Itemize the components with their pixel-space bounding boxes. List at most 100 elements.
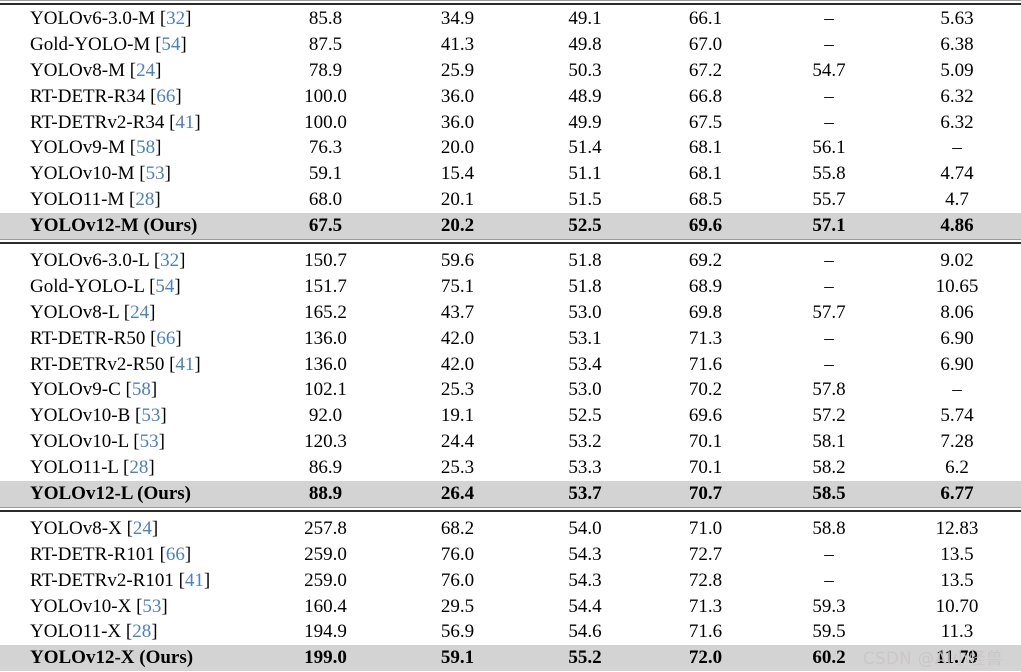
value-cell: 5.09 (940, 59, 974, 81)
citation-link[interactable]: 58 (136, 137, 156, 159)
model-name: YOLO11-X (30, 621, 122, 643)
model-name-cell: YOLOv10-L [53] (0, 431, 260, 453)
value-cell: 54.4 (568, 595, 602, 617)
citation-bracket-open: [ (123, 457, 130, 479)
model-name: YOLOv10-B (30, 405, 131, 427)
model-name-cell: Gold-YOLO-M [54] (0, 34, 260, 56)
rule-light-line (0, 0, 1021, 1)
citation-bracket-open: [ (129, 137, 137, 159)
citation-bracket-open: [ (125, 379, 132, 401)
value-cell: 76.0 (440, 569, 475, 591)
citation-link[interactable]: 28 (132, 621, 152, 643)
value-cell: 34.9 (440, 7, 475, 29)
value-cell: 151.7 (304, 275, 347, 297)
value-cell: 194.9 (304, 621, 347, 643)
value-cell: 12.83 (935, 517, 979, 539)
model-name: YOLOv12-X (Ours) (30, 647, 194, 669)
citation-link[interactable]: 41 (175, 111, 195, 133)
value-cell: 102.1 (304, 379, 347, 401)
citation-bracket-close: ] (158, 431, 165, 453)
value-cell: 85.8 (308, 7, 343, 29)
model-name: YOLOv8-X (30, 517, 122, 539)
model-name-cell: YOLOv12-X (Ours) (0, 647, 260, 669)
rule-dark-line (0, 3, 1021, 5)
value-cell: 4.86 (940, 215, 974, 237)
value-cell: 6.77 (940, 482, 974, 504)
table-row: YOLOv12-L (Ours) 88.9 26.4 53.7 70.7 58.5 6.77 (0, 481, 1021, 507)
value-cell: 54.7 (812, 59, 846, 81)
model-name: YOLOv9-M (30, 137, 125, 159)
value-cell: 42.0 (440, 353, 475, 375)
citation-bracket-close: ] (160, 405, 167, 427)
value-cell: 71.6 (688, 353, 723, 375)
value-cell: 57.7 (812, 301, 846, 323)
value-cell: 56.9 (440, 621, 475, 643)
value-cell: – (952, 137, 962, 159)
citation-bracket-open: [ (169, 353, 176, 375)
table-row: YOLOv12-X (Ours) 199.0 59.1 55.2 72.0 60.2 11.… (0, 645, 1021, 672)
value-cell: 25.9 (440, 59, 475, 81)
value-cell: 56.1 (812, 137, 846, 159)
value-cell: 49.8 (568, 33, 602, 55)
table-row: YOLOv10-B [53] 92.0 19.1 52.5 69.6 57.2 5.74 (0, 403, 1021, 429)
value-cell: 72.0 (688, 647, 723, 669)
model-name-cell: YOLOv8-X [24] (0, 518, 260, 540)
value-cell: 69.2 (688, 249, 723, 271)
citation-link[interactable]: 41 (184, 569, 204, 591)
model-name-cell: YOLOv9-C [58] (0, 379, 260, 401)
citation-bracket-open: [ (159, 543, 166, 565)
model-name: YOLO11-M (30, 189, 125, 211)
citation-link[interactable]: 28 (129, 457, 149, 479)
citation-link[interactable]: 53 (139, 431, 159, 453)
value-cell: – (952, 379, 962, 401)
value-cell: 53.2 (568, 431, 602, 453)
value-cell: 58.1 (812, 431, 846, 453)
value-cell: 41.3 (440, 33, 475, 55)
citation-bracket-close: ] (161, 595, 168, 617)
citation-bracket-open: [ (129, 189, 136, 211)
value-cell: 43.7 (440, 301, 475, 323)
citation-link[interactable]: 58 (131, 379, 151, 401)
citation-link[interactable]: 24 (130, 301, 150, 323)
citation-bracket-close: ] (194, 353, 201, 375)
model-name: RT-DETR-R50 (30, 327, 146, 349)
citation-link[interactable]: 28 (135, 189, 155, 211)
citation-link[interactable]: 53 (142, 595, 162, 617)
citation-bracket-close: ] (174, 275, 181, 297)
citation-link[interactable]: 32 (166, 7, 186, 29)
model-name: YOLOv12-L (Ours) (30, 482, 191, 504)
citation-link[interactable]: 54 (155, 275, 175, 297)
value-cell: 55.2 (568, 647, 602, 669)
value-cell: 51.4 (568, 137, 602, 159)
citation-link[interactable]: 53 (141, 405, 161, 427)
citation-link[interactable]: 54 (161, 33, 181, 55)
citation-bracket-open: [ (153, 249, 161, 271)
value-cell: 58.2 (812, 457, 846, 479)
citation-link[interactable]: 32 (160, 249, 180, 271)
table-row: RT-DETRv2-R50 [41] 136.0 42.0 53.4 71.6 – 6.90 (0, 352, 1021, 378)
citation-bracket-close: ] (151, 621, 158, 643)
citation-link[interactable]: 66 (156, 327, 176, 349)
model-name-cell: YOLOv10-M [53] (0, 163, 260, 185)
model-name: RT-DETRv2-R50 (30, 353, 165, 375)
value-cell: 49.1 (568, 7, 602, 29)
rule-dark-line (0, 509, 1021, 512)
model-name: RT-DETR-R101 (30, 543, 155, 565)
model-name: Gold-YOLO-M (30, 33, 151, 55)
citation-link[interactable]: 66 (156, 85, 176, 107)
citation-link[interactable]: 24 (136, 59, 156, 81)
value-cell: 11.3 (940, 621, 974, 643)
value-cell: 25.3 (440, 457, 475, 479)
citation-link[interactable]: 66 (165, 543, 185, 565)
citation-bracket-open: [ (125, 621, 133, 643)
value-cell: 51.8 (568, 275, 602, 297)
citation-link[interactable]: 24 (132, 517, 152, 539)
model-name: RT-DETRv2-R101 (30, 569, 174, 591)
value-cell: 26.4 (440, 482, 475, 504)
citation-bracket-open: [ (149, 275, 156, 297)
citation-link[interactable]: 53 (145, 163, 165, 185)
table-row: RT-DETRv2-R34 [41] 100.0 36.0 49.9 67.5 – 6.32 (0, 110, 1021, 136)
table-row: YOLO11-X [28] 194.9 56.9 54.6 71.6 59.5 11.3 (0, 619, 1021, 645)
citation-link[interactable]: 41 (175, 353, 195, 375)
